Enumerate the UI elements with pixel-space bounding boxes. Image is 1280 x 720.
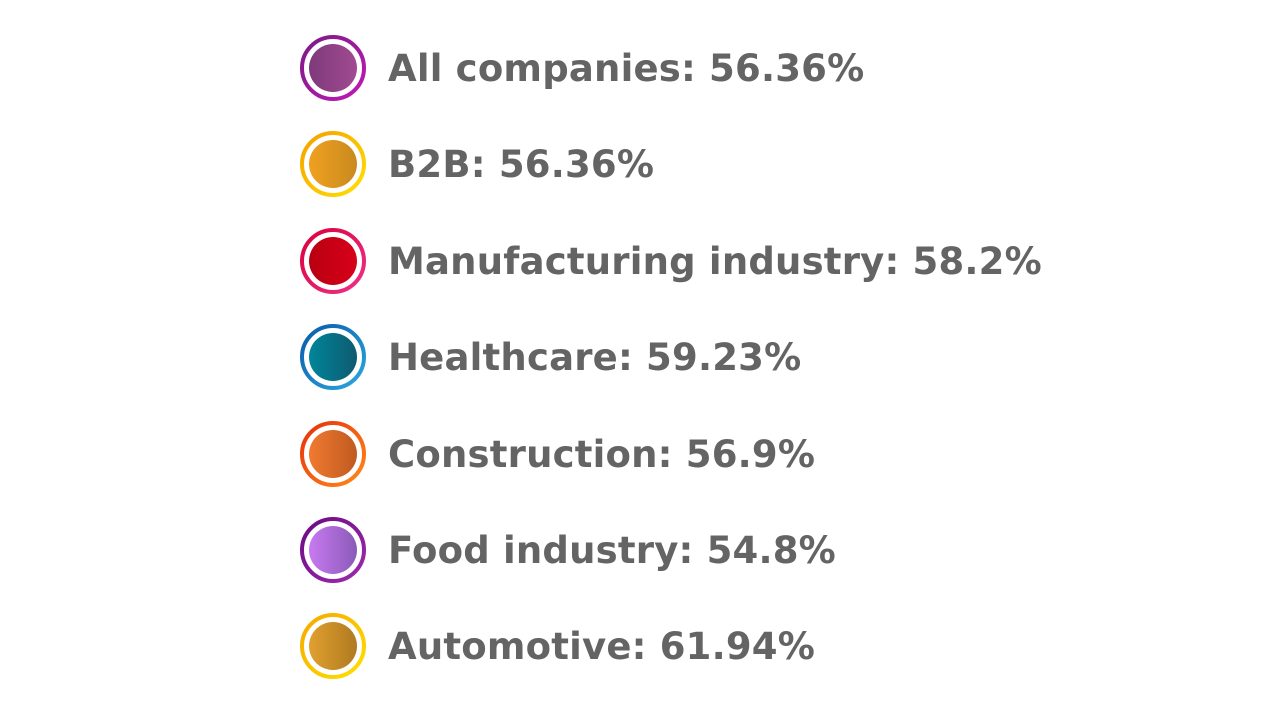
legend-marker-icon [300, 35, 366, 101]
marker-disc [309, 622, 357, 670]
marker-ring [300, 35, 366, 101]
legend-marker-svg [300, 421, 366, 487]
legend-item: All companies: 56.36% [300, 35, 864, 101]
legend-marker-icon [300, 613, 366, 679]
marker-ring [300, 613, 366, 679]
legend-list: All companies: 56.36% B2B: 56.36% Manufact… [300, 0, 1060, 720]
marker-ring [300, 228, 366, 294]
legend-marker-svg [300, 324, 366, 390]
legend-item: Food industry: 54.8% [300, 517, 836, 583]
legend-item: B2B: 56.36% [300, 131, 654, 197]
legend-marker-icon [300, 324, 366, 390]
legend-label: Automotive: 61.94% [388, 624, 816, 668]
legend-item: Manufacturing industry: 58.2% [300, 228, 1042, 294]
marker-disc [309, 237, 357, 285]
marker-ring [300, 324, 366, 390]
legend-marker-svg [300, 35, 366, 101]
marker-disc [309, 44, 357, 92]
legend-label: Healthcare: 59.23% [388, 335, 802, 379]
marker-disc [309, 333, 357, 381]
marker-disc [309, 140, 357, 188]
marker-ring [300, 517, 366, 583]
legend-label: Food industry: 54.8% [388, 528, 836, 572]
marker-ring [300, 421, 366, 487]
legend-item: Construction: 56.9% [300, 421, 815, 487]
marker-ring [300, 131, 366, 197]
legend-item: Healthcare: 59.23% [300, 324, 801, 390]
legend-marker-svg [300, 517, 366, 583]
marker-disc [309, 430, 357, 478]
legend-marker-svg [300, 228, 366, 294]
legend-marker-icon [300, 517, 366, 583]
legend-marker-icon [300, 421, 366, 487]
marker-disc [309, 526, 357, 574]
legend-label: Construction: 56.9% [388, 432, 816, 476]
legend-marker-icon [300, 228, 366, 294]
legend-marker-svg [300, 131, 366, 197]
legend-label: All companies: 56.36% [388, 46, 865, 90]
legend-marker-svg [300, 613, 366, 679]
legend-label: B2B: 56.36% [388, 142, 655, 186]
legend-item: Automotive: 61.94% [300, 613, 815, 679]
legend-label: Manufacturing industry: 58.2% [388, 239, 1042, 283]
legend-marker-icon [300, 131, 366, 197]
